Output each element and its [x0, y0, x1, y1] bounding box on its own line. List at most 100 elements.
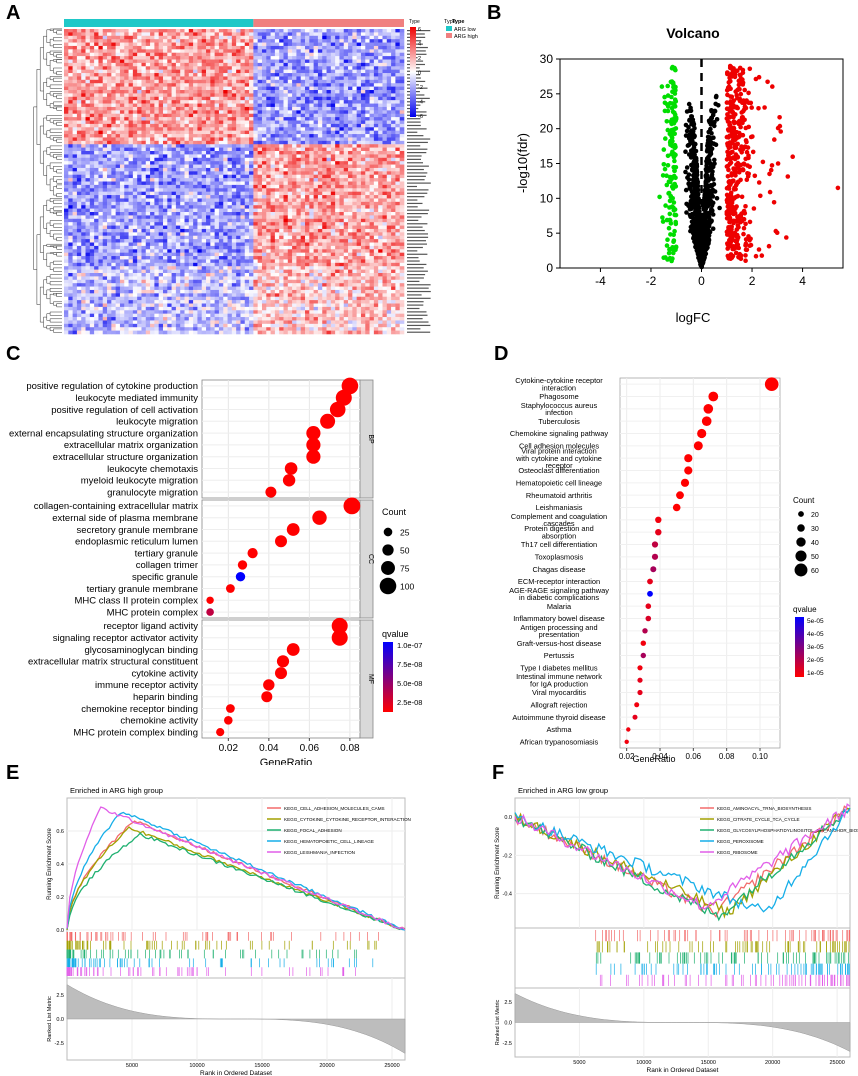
heatmap-cell [128, 228, 134, 233]
heatmap-cell [356, 134, 362, 138]
heatmap-cell [339, 59, 345, 64]
heatmap-cell [236, 178, 241, 182]
heatmap-cell [119, 171, 125, 176]
heatmap-cell [261, 198, 267, 203]
heatmap-cell [119, 218, 125, 223]
heatmap-cell [292, 198, 297, 203]
heatmap-cell [111, 59, 116, 64]
heatmap-cell [175, 201, 181, 206]
heatmap-cell [193, 235, 198, 240]
dendrogram-branch [56, 184, 62, 189]
heatmap-cell [167, 198, 172, 203]
heatmap-cell [184, 120, 190, 125]
heatmap-cell [244, 103, 250, 108]
heatmap-cell [107, 228, 112, 233]
heatmap-cell [382, 32, 388, 37]
heatmap-cell [94, 49, 99, 54]
heatmap-cell [322, 144, 327, 148]
heatmap-cell [335, 140, 340, 145]
heatmap-cell [279, 69, 284, 74]
heatmap-cell [266, 184, 271, 189]
heatmap-cell [102, 45, 108, 50]
heatmap-cell [193, 42, 198, 47]
heatmap-cell [352, 222, 357, 226]
heatmap-cell [244, 35, 250, 40]
heatmap-cell [313, 228, 319, 233]
heatmap-cell [180, 39, 185, 43]
heatmap-cell [287, 205, 293, 209]
heatmap-cell [352, 73, 357, 77]
heatmap-cell [335, 113, 340, 118]
heatmap-cell [395, 191, 400, 196]
heatmap-cell [111, 222, 116, 226]
heatmap-cell [326, 188, 332, 192]
dendrogram-branch [53, 106, 62, 109]
heatmap-cell [223, 151, 228, 155]
heatmap-cell [162, 164, 168, 169]
heatmap-cell [296, 73, 302, 77]
heatmap-cell [348, 127, 353, 131]
heatmap-cell [343, 39, 349, 43]
heatmap-cell [119, 76, 125, 81]
heatmap-cell [158, 144, 164, 148]
heatmap-cell [171, 144, 177, 148]
heatmap-cell [236, 66, 241, 70]
heatmap-cell [85, 49, 91, 54]
heatmap-cell [378, 39, 383, 43]
heatmap-cell [360, 218, 366, 223]
heatmap-cell [330, 208, 336, 213]
heatmap-cell [274, 184, 280, 189]
heatmap-cell [236, 52, 241, 57]
heatmap-cell [313, 83, 319, 87]
heatmap-cell [335, 130, 340, 135]
heatmap-cell [378, 66, 383, 70]
heatmap-cell [197, 76, 203, 81]
heatmap-cell [253, 49, 258, 54]
dendrogram-branch [49, 60, 54, 71]
heatmap-cell [175, 117, 181, 121]
heatmap-cell [94, 144, 99, 148]
heatmap-cell [300, 184, 306, 189]
heatmap-cell [227, 181, 233, 186]
heatmap-cell [279, 45, 284, 50]
heatmap-cell [193, 167, 198, 172]
heatmap-cell [137, 120, 142, 125]
heatmap-cell [107, 140, 112, 145]
heatmap-cell [184, 117, 190, 121]
heatmap-cell [244, 184, 250, 189]
heatmap-cell [64, 117, 69, 121]
heatmap-cell [158, 56, 164, 60]
heatmap-cell [89, 174, 95, 179]
heatmap-cell [283, 215, 289, 220]
heatmap-cell [158, 222, 164, 226]
heatmap-cell [391, 56, 396, 60]
heatmap-cell [98, 157, 104, 162]
heatmap-cell [330, 106, 336, 111]
heatmap-cell [218, 188, 224, 192]
heatmap-cell [102, 188, 108, 192]
heatmap-cell [227, 76, 233, 81]
heatmap-cell [102, 79, 108, 84]
heatmap-cell [98, 83, 104, 87]
heatmap-cell [348, 49, 353, 54]
heatmap-cell [253, 174, 258, 179]
heatmap-cell [158, 164, 164, 169]
heatmap-cell [197, 195, 203, 199]
heatmap-cell [115, 161, 121, 165]
heatmap-cell [158, 191, 164, 196]
heatmap-cell [231, 93, 237, 98]
heatmap-cell [218, 113, 224, 118]
heatmap-cell [240, 56, 246, 60]
heatmap-cell [274, 83, 280, 87]
heatmap-cell [76, 157, 82, 162]
heatmap-cell [373, 127, 379, 131]
heatmap-cell [279, 127, 284, 131]
heatmap-cell [89, 100, 95, 104]
heatmap-cell [257, 144, 263, 148]
heatmap-cell [193, 73, 198, 77]
heatmap-cell [64, 52, 69, 57]
heatmap-cell [206, 96, 211, 101]
heatmap-cell [300, 83, 306, 87]
heatmap-cell [184, 42, 190, 47]
heatmap-cell [132, 130, 138, 135]
